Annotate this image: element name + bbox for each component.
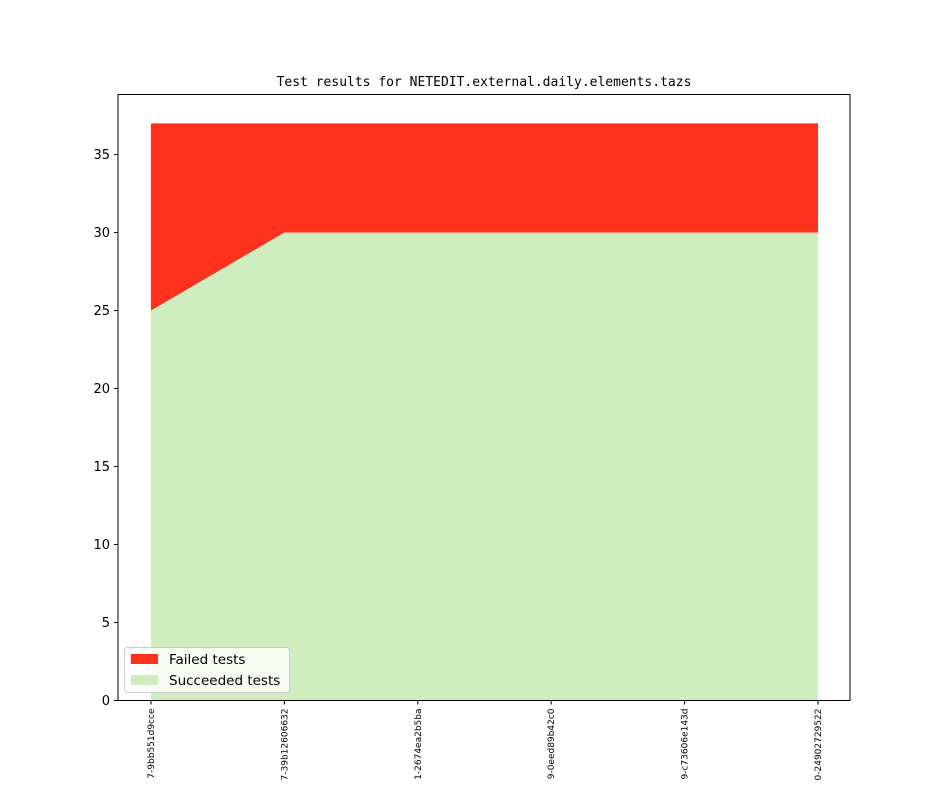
y-tick-label: 35: [93, 148, 110, 163]
legend-box: [124, 647, 290, 693]
y-tick-label: 30: [93, 226, 110, 241]
plot-frame: [117, 94, 851, 701]
x-axis: 7-9bb551d9cce 7-39b12606632 1-2674ea2b5ba 9…: [147, 700, 824, 781]
x-tick-label: 7-9bb551d9cce: [147, 708, 157, 779]
y-tick-label: 10: [93, 538, 110, 553]
x-tick-label: 9-c73606e143d: [681, 709, 691, 780]
y-tick-label: 0: [102, 694, 110, 709]
y-tick-label: 15: [93, 460, 110, 475]
y-tick-label: 5: [102, 616, 110, 631]
x-tick-label: 9-0eed89b42c0: [547, 708, 557, 779]
y-tick-label: 25: [93, 304, 110, 319]
legend-swatch-failed-tests: [131, 654, 158, 664]
legend-label-failed-tests: Failed tests: [169, 652, 245, 668]
y-tick-label: 20: [93, 382, 110, 397]
x-tick-label: 0-24902729522: [814, 709, 824, 781]
area-succeeded-tests: [151, 232, 818, 701]
legend-label-succeeded-tests: Succeeded tests: [169, 673, 280, 689]
chart-title: Test results for NETEDIT.external.daily.…: [277, 75, 692, 90]
x-tick-label: 7-39b12606632: [280, 709, 290, 781]
legend: Failed tests Succeeded tests: [124, 647, 290, 693]
area-failed-tests: [151, 123, 818, 311]
y-axis: 0 5 10 15 20 25 30 35: [93, 148, 118, 709]
chart-areas: [151, 123, 818, 701]
x-tick-label: 1-2674ea2b5ba: [414, 709, 424, 780]
legend-swatch-succeeded-tests: [131, 675, 158, 685]
